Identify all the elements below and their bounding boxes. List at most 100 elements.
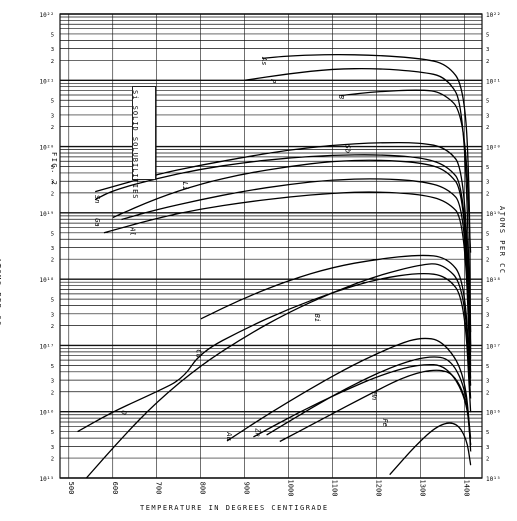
x-tick-label: 1000 (287, 480, 295, 497)
y-minor-label-right: 2 (486, 324, 489, 330)
x-axis-label: TEMPERATURE IN DEGREES CENTIGRADE (140, 504, 329, 512)
y-tick-label-right: 10¹⁶ (486, 410, 500, 417)
series-label-p: P (269, 79, 277, 84)
x-tick-label: 700 (155, 482, 163, 495)
y-minor-label-left: 5 (51, 231, 54, 237)
y-minor-label-left: 2 (51, 125, 54, 131)
y-minor-label-right: 5 (486, 99, 489, 105)
y-minor-label-left: 2 (51, 258, 54, 264)
series-line-al (103, 191, 472, 379)
y-minor-label-left: 5 (51, 32, 54, 38)
y-minor-label-right: 3 (486, 180, 489, 186)
y-minor-label-left: 3 (51, 47, 54, 53)
y-tick-label-right: 10¹⁷ (486, 343, 500, 350)
y-tick-label-left: 10¹⁶ (40, 410, 54, 417)
x-tick-label: 500 (67, 482, 75, 495)
y-minor-label-right: 3 (486, 379, 489, 385)
y-axis-label-right: ATOMS PER CC (498, 206, 506, 275)
y-minor-label-left: 3 (51, 246, 54, 252)
y-minor-label-left: 2 (51, 390, 54, 396)
y-tick-label-right: 10¹⁹ (486, 211, 500, 218)
y-tick-label-right: 10²² (486, 12, 500, 19)
series-label-mn: Mn (370, 391, 378, 400)
y-minor-label-right: 3 (486, 47, 489, 53)
y-minor-label-right: 5 (486, 298, 489, 304)
x-tick-label: 1300 (418, 480, 426, 497)
y-minor-label-right: 3 (486, 312, 489, 318)
y-tick-label-right: 10²⁰ (486, 145, 500, 152)
series-label-al: Al (128, 226, 136, 235)
series-line-unlabeled (389, 422, 472, 476)
series-line-zn (253, 363, 472, 445)
y-axis-label-left: ATOMS PER CC (0, 258, 2, 327)
y-minor-label-left: 3 (51, 312, 54, 318)
y-tick-label-right: 10¹⁸ (486, 277, 500, 284)
series-label-sn: Sn (93, 195, 101, 203)
chart-title-box (132, 86, 156, 180)
y-minor-label-left: 3 (51, 379, 54, 385)
series-line-sn (94, 154, 472, 359)
figure-number: FIG. 2 (50, 152, 58, 187)
x-tick-label: 800 (199, 482, 207, 495)
y-minor-label-left: 3 (51, 113, 54, 119)
x-tick-label: 600 (111, 482, 119, 495)
series-line-bi (200, 254, 472, 386)
series-lines (77, 54, 472, 479)
series-line-p (244, 68, 472, 333)
series-line-sb (95, 141, 472, 346)
y-minor-label-left: 5 (51, 364, 54, 370)
series-label-b: B (337, 95, 345, 99)
chart-title: Si SOLID SOLUBILITIES (131, 90, 139, 200)
y-minor-label-right: 2 (486, 457, 489, 463)
y-minor-label-left: 5 (51, 99, 54, 105)
series-label-ga: Ga (93, 218, 101, 226)
y-minor-label-right: 3 (486, 445, 489, 451)
y-minor-label-right: 5 (486, 32, 489, 38)
y-minor-label-left: 5 (51, 298, 54, 304)
series-label-fe: Fe (381, 418, 389, 426)
series-label-bi: Bi (313, 314, 321, 322)
y-minor-label-left: 3 (51, 180, 54, 186)
y-tick-label-left: 10²² (40, 12, 54, 19)
y-minor-label-right: 2 (486, 191, 489, 197)
y-tick-label-left: 10¹⁹ (40, 211, 54, 218)
y-minor-label-right: 3 (486, 113, 489, 119)
x-tick-label: 900 (243, 482, 251, 495)
series-label-sb: Sb (344, 145, 352, 153)
y-minor-label-right: 2 (486, 125, 489, 131)
x-tick-label: 1200 (375, 480, 383, 497)
y-minor-label-right: 5 (486, 364, 489, 370)
y-tick-label-left: 10¹⁵ (40, 476, 54, 483)
y-tick-label-left: 10¹⁸ (40, 277, 54, 284)
y-minor-label-left: 5 (51, 430, 54, 436)
series-line-fe (279, 369, 472, 453)
series-label-au: Au (225, 431, 233, 440)
x-tick-label: 1100 (331, 480, 339, 497)
series-label-li: Li (181, 182, 189, 190)
series-line-ga (121, 178, 472, 373)
series-label-cu: Cu (194, 349, 202, 357)
y-minor-label-right: 5 (486, 165, 489, 171)
series-line-o (77, 272, 472, 433)
chart-grid (59, 13, 483, 479)
y-minor-label-right: 5 (486, 231, 489, 237)
y-tick-label-left: 10¹⁷ (40, 343, 54, 350)
series-line-li (112, 159, 472, 366)
y-tick-label-right: 10¹⁵ (486, 476, 500, 483)
y-minor-label-right: 2 (486, 390, 489, 396)
series-labels: As P B Sb Sn Li Ga Al Bi Cu O Au Mn Fe Zn (93, 56, 389, 441)
y-minor-label-left: 2 (51, 191, 54, 197)
y-minor-label-right: 2 (486, 59, 489, 65)
series-line-au (226, 337, 472, 442)
y-minor-label-left: 2 (51, 59, 54, 65)
series-label-zn: Zn (254, 427, 262, 436)
y-minor-label-right: 2 (486, 258, 489, 264)
y-minor-label-right: 3 (486, 246, 489, 252)
series-label-as: As (260, 56, 268, 65)
x-tick-label: 1400 (462, 480, 470, 497)
series-label-o: O (120, 410, 128, 414)
y-minor-label-right: 5 (486, 430, 489, 436)
y-tick-labels: 10¹⁵ 10¹⁶ 10¹⁷ 10¹⁸ 10¹⁹ 10²⁰ 10²¹ 10²² 10¹⁵ 10¹⁶… (40, 12, 501, 483)
series-line-cu (85, 263, 472, 479)
